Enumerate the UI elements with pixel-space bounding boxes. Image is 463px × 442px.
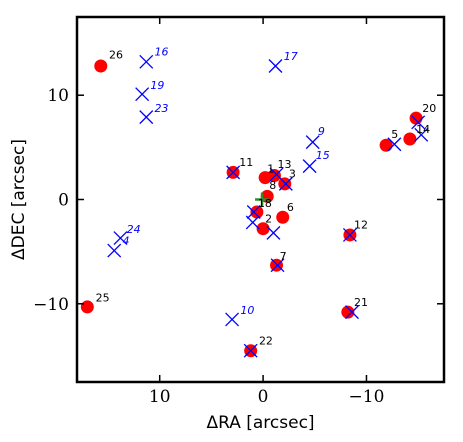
y-tick-label: 10	[47, 86, 69, 106]
blue-x-marker	[414, 127, 429, 142]
point-label: 9	[318, 125, 325, 138]
blue-x-marker	[411, 115, 426, 130]
chart-marks	[80, 54, 429, 358]
point-label: 3	[289, 168, 296, 181]
y-tick-label: 0	[58, 191, 69, 211]
blue-x-marker	[387, 137, 402, 152]
blue-x-marker	[245, 215, 260, 230]
point-label: 4	[122, 234, 129, 247]
blue-x-marker	[243, 343, 258, 358]
point-label: 16	[155, 46, 169, 59]
x-tick-label: 0	[258, 387, 269, 407]
y-tick-label: −10	[33, 295, 69, 315]
blue-x-marker	[266, 225, 281, 240]
blue-x-marker	[345, 305, 359, 320]
green-plus-marker	[255, 192, 270, 207]
blue-x-marker	[139, 54, 154, 69]
red-source-point	[94, 59, 108, 73]
red-source-point	[256, 222, 270, 236]
point-label: 26	[109, 49, 123, 62]
point-label: 11	[239, 156, 253, 169]
x-tick-label: 10	[149, 387, 171, 407]
point-label: 25	[96, 292, 110, 305]
point-label: 6	[287, 201, 294, 214]
point-label: 20	[422, 102, 436, 115]
blue-x-marker	[268, 59, 283, 73]
point-label: 12	[354, 219, 368, 232]
point-label: 22	[259, 334, 273, 347]
blue-x-marker	[135, 87, 150, 102]
red-source-point	[278, 177, 292, 191]
red-source-point	[267, 169, 281, 183]
blue-x-marker	[107, 243, 122, 258]
y-axis-label: ΔDEC [arcsec]	[9, 139, 29, 260]
red-source-point	[80, 300, 94, 314]
x-tick-label: −10	[349, 387, 385, 407]
point-label: 5	[391, 128, 398, 141]
point-label: 21	[354, 296, 368, 309]
blue-x-marker	[302, 159, 317, 174]
point-label: 10	[240, 304, 254, 317]
red-source-point	[270, 258, 284, 272]
blue-x-marker	[225, 312, 240, 327]
blue-x-marker	[270, 258, 285, 273]
blue-x-marker	[342, 227, 357, 242]
point-label: 14	[416, 123, 430, 136]
red-source-point	[250, 205, 264, 219]
red-source-point	[276, 210, 290, 224]
point-label: 15	[316, 149, 330, 162]
blue-x-marker	[305, 135, 320, 150]
blue-x-marker	[113, 231, 128, 246]
point-label: 19	[150, 79, 164, 92]
blue-x-marker	[278, 176, 293, 191]
point-label: 23	[155, 102, 169, 115]
x-axis-label: ΔRA [arcsec]	[206, 413, 314, 433]
point-label: 7	[280, 250, 287, 263]
red-source-point	[403, 132, 417, 146]
point-label: 13	[278, 158, 292, 171]
point-label: 8	[269, 179, 276, 192]
point-label: 2	[265, 212, 272, 225]
blue-x-marker	[226, 165, 241, 180]
point-label: 18	[258, 197, 272, 210]
point-label: 24	[127, 223, 141, 236]
point-label: 1	[267, 162, 274, 175]
red-source-point	[341, 305, 355, 319]
blue-x-marker	[139, 110, 154, 125]
point-label: 17	[284, 50, 298, 63]
axis-ticks: 10 0 −10 10 0 −10	[33, 17, 444, 407]
